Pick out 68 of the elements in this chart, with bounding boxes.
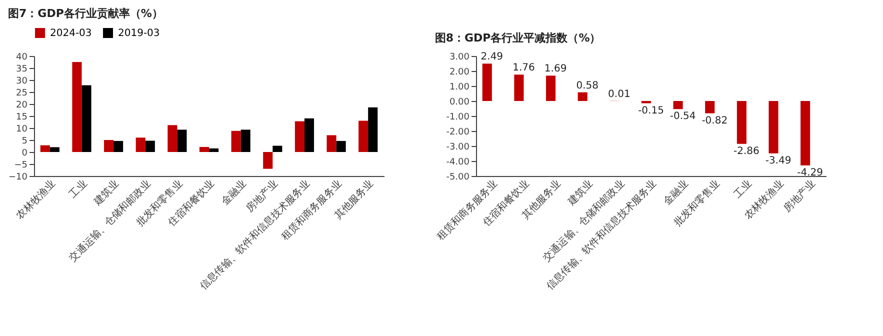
- bar: [209, 148, 219, 152]
- y-tick-label: 40: [16, 52, 28, 62]
- data-label: 2.49: [480, 52, 504, 63]
- y-tick-label: -2.00: [446, 128, 470, 138]
- legend-label: 2024-03: [50, 28, 92, 39]
- data-label: 1.76: [512, 62, 535, 74]
- data-label: -0.15: [638, 105, 664, 116]
- bar: [768, 101, 778, 154]
- data-label: -0.54: [670, 111, 696, 122]
- data-label: 0.01: [608, 88, 630, 100]
- y-tick-label: 2.00: [449, 68, 470, 78]
- x-tick-label: 工业: [66, 178, 90, 200]
- bar: [199, 146, 209, 152]
- bar: [104, 140, 114, 152]
- legend-label: 2019-03: [118, 28, 160, 39]
- data-label: 1.69: [544, 64, 567, 75]
- data-label: -2.86: [734, 146, 760, 157]
- chart-title: 图7：GDP各行业贡献率（%）: [8, 7, 163, 20]
- bar: [546, 76, 556, 101]
- bar: [72, 62, 82, 152]
- bar: [40, 145, 50, 152]
- y-tick-label: 35: [16, 64, 28, 74]
- data-label: -3.49: [765, 155, 792, 166]
- bar: [240, 130, 250, 152]
- y-tick-label: -1.00: [446, 112, 470, 122]
- bar: [482, 64, 492, 101]
- y-tick-label: −10: [8, 172, 28, 182]
- y-tick-label: 25: [16, 88, 28, 98]
- data-label: -4.29: [797, 167, 824, 178]
- bar: [136, 138, 146, 152]
- data-label: -0.82: [702, 115, 728, 126]
- bar: [294, 121, 304, 152]
- bar: [168, 125, 178, 152]
- bar: [50, 147, 60, 152]
- bar: [263, 152, 273, 169]
- y-tick-label: -5.00: [446, 172, 470, 182]
- y-tick-label: 30: [16, 76, 28, 86]
- y-tick-label: 5: [22, 136, 28, 146]
- bar: [82, 85, 92, 152]
- bar: [114, 140, 124, 152]
- bar: [272, 146, 282, 152]
- bar: [736, 101, 746, 144]
- bar: [673, 101, 683, 110]
- y-tick-label: -3.00: [446, 142, 470, 152]
- bar: [304, 118, 314, 152]
- chart-title: 图8：GDP各行业平减指数（%）: [434, 32, 601, 45]
- y-tick-label: 20: [16, 100, 28, 110]
- bar: [177, 130, 187, 152]
- bar: [358, 120, 368, 152]
- y-tick-label: 3.00: [449, 52, 470, 62]
- bar: [336, 140, 346, 152]
- y-tick-label: 10: [16, 124, 28, 134]
- bar: [514, 74, 524, 101]
- x-tick-label: 工业: [732, 178, 754, 200]
- y-tick-label: −5: [14, 160, 28, 170]
- y-tick-label: 1.00: [449, 82, 470, 92]
- bar: [800, 101, 810, 166]
- bar: [578, 92, 588, 101]
- bar: [231, 130, 241, 152]
- bar: [326, 135, 336, 152]
- y-tick-label: -4.00: [446, 158, 470, 168]
- y-tick-label: 0.00: [449, 98, 470, 108]
- data-label: 0.58: [576, 80, 598, 92]
- y-tick-label: 0: [22, 148, 28, 158]
- bar: [145, 140, 155, 152]
- y-tick-label: 15: [16, 112, 28, 122]
- bar: [368, 107, 378, 152]
- bar: [705, 101, 715, 114]
